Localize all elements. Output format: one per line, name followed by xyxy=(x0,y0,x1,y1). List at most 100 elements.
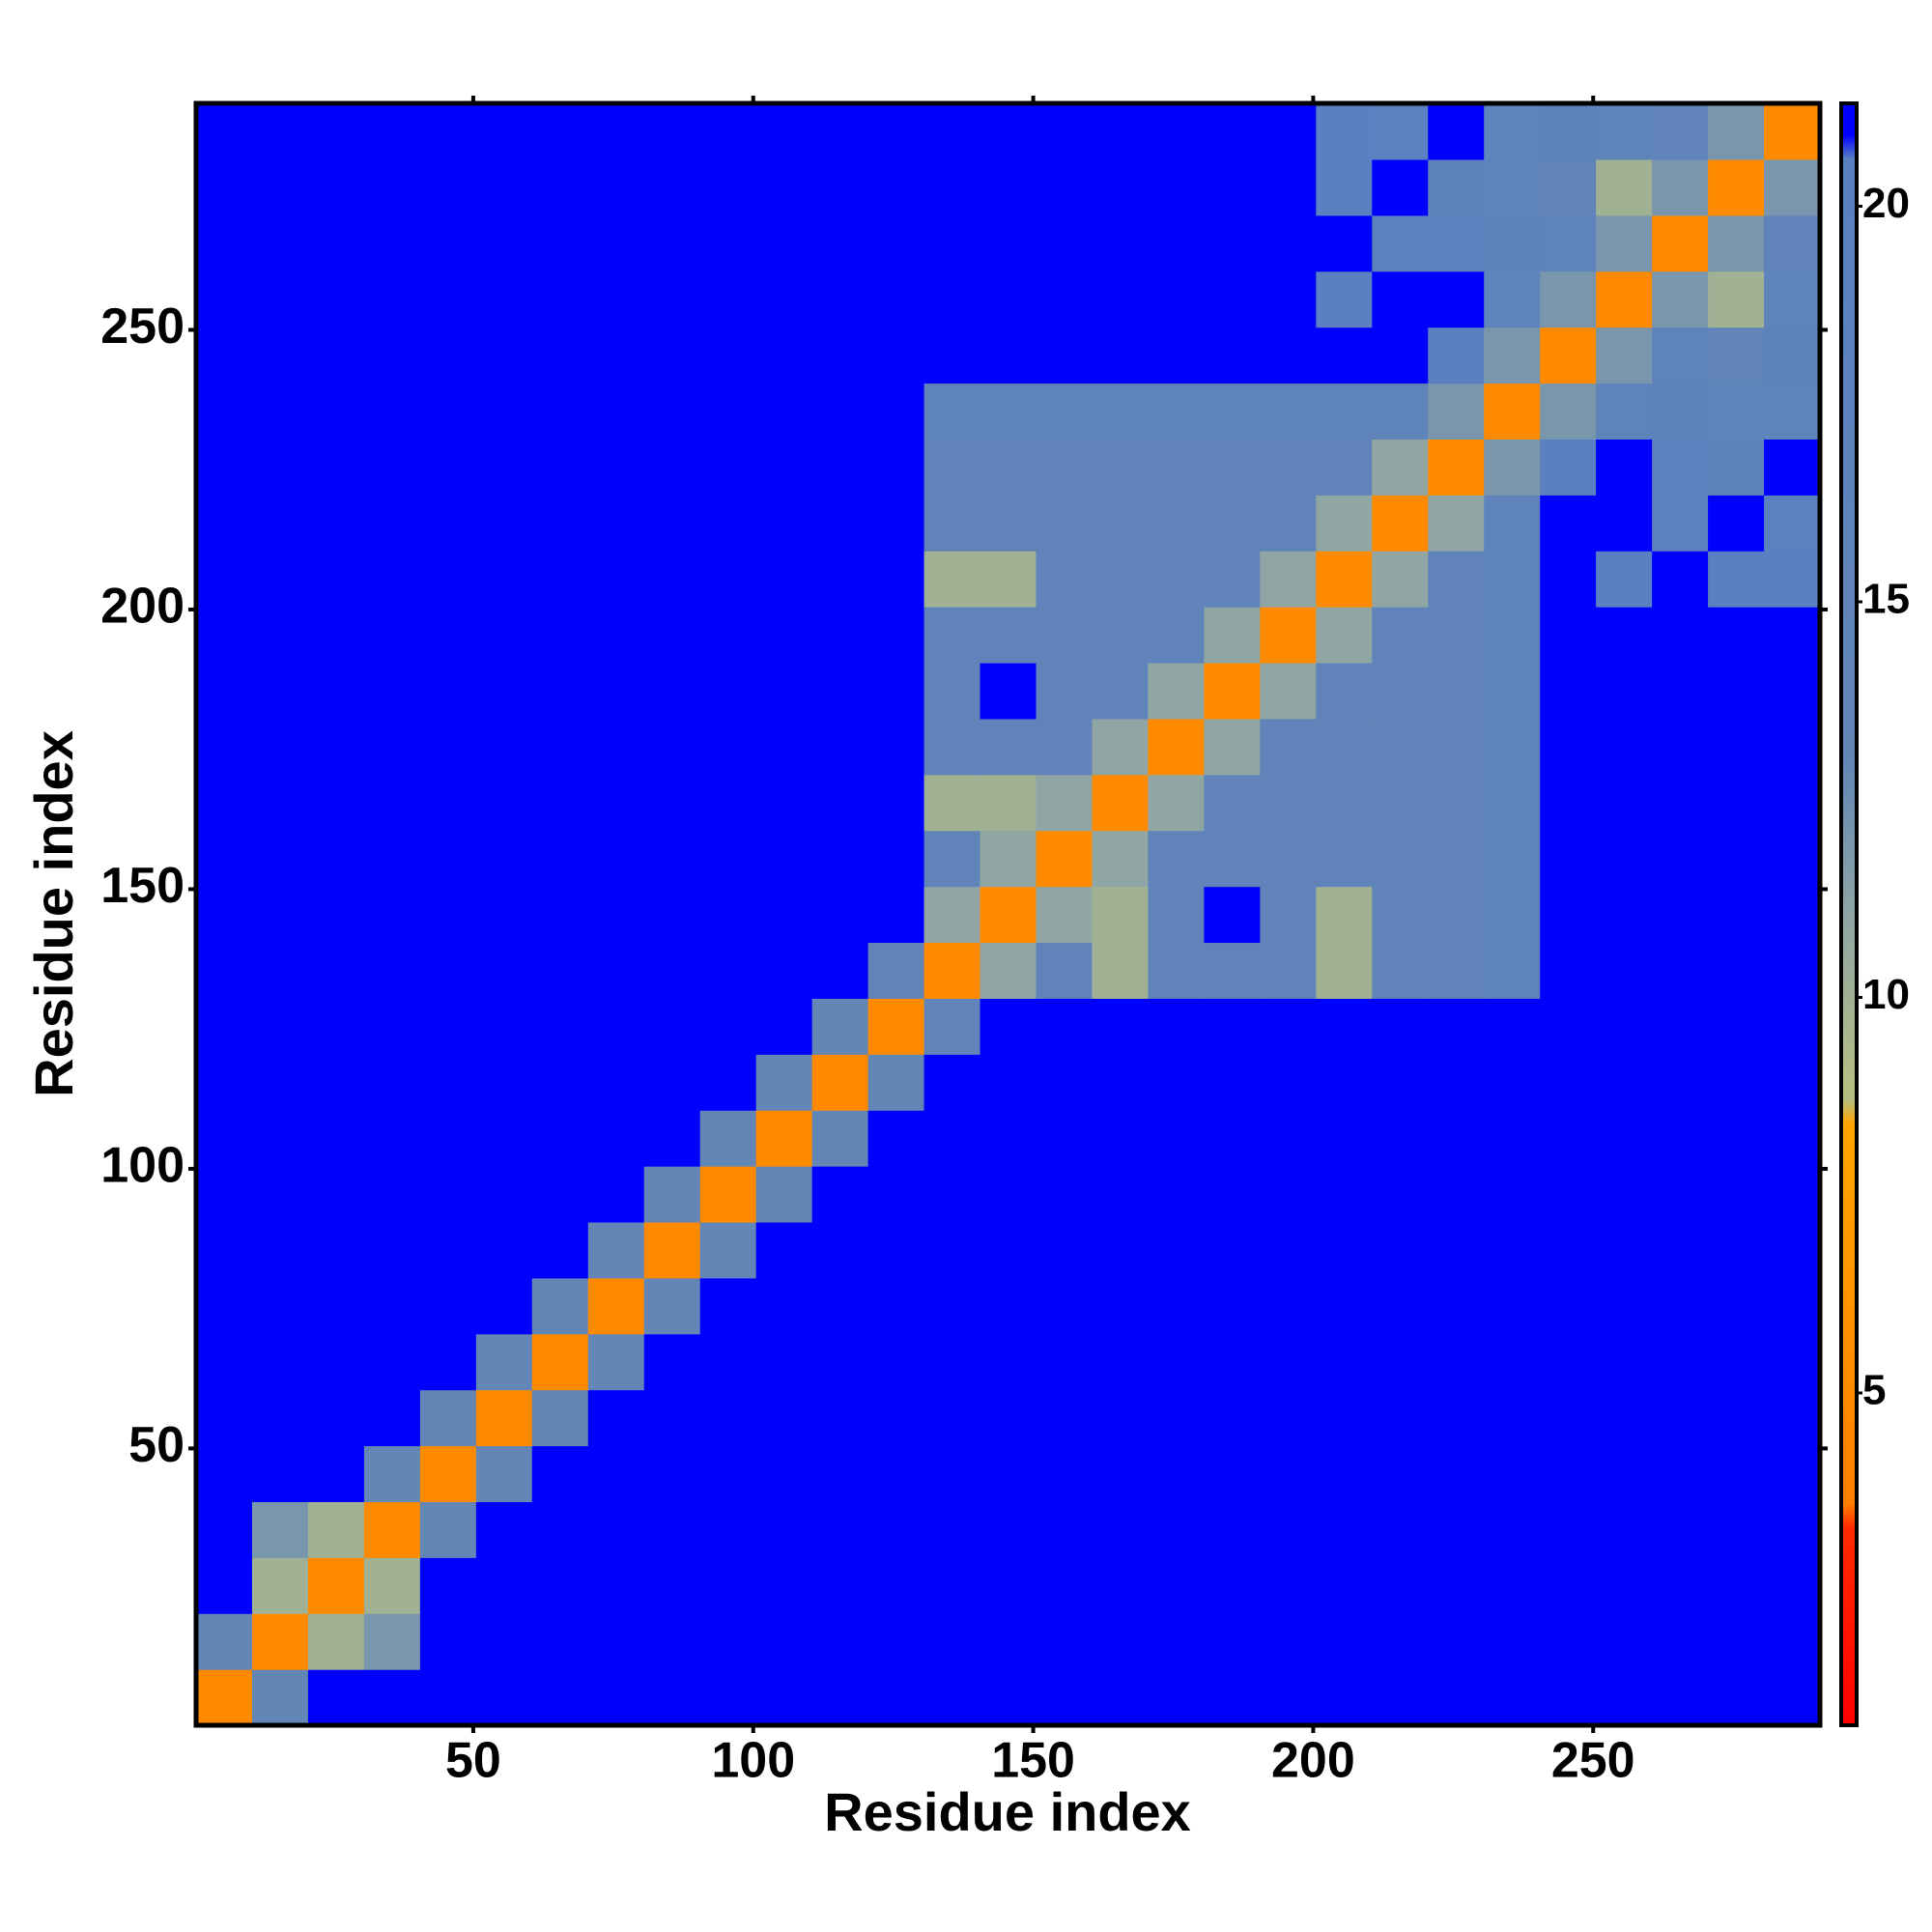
heatmap-cell xyxy=(1652,1613,1709,1670)
heatmap-cell xyxy=(196,662,253,720)
heatmap-cell xyxy=(475,1389,533,1447)
heatmap-cell xyxy=(1092,1613,1150,1670)
heatmap-cell xyxy=(923,1669,981,1726)
heatmap-cell xyxy=(1372,1110,1429,1167)
heatmap-cell xyxy=(1092,662,1150,720)
heatmap-cell xyxy=(307,1110,365,1167)
heatmap-cell xyxy=(1652,1110,1709,1167)
heatmap-cell xyxy=(1764,214,1821,272)
heatmap-cell xyxy=(1652,158,1709,216)
heatmap-cell xyxy=(363,718,421,776)
heatmap-cell xyxy=(363,1613,421,1670)
heatmap-cell xyxy=(1652,942,1709,999)
heatmap-cell xyxy=(1260,270,1317,328)
heatmap-cell xyxy=(531,886,589,944)
heatmap-cell xyxy=(1204,942,1261,999)
heatmap-cell xyxy=(419,1054,477,1111)
heatmap-cell xyxy=(1204,1221,1261,1279)
heatmap-cell xyxy=(755,1669,813,1726)
heatmap-cell xyxy=(1092,214,1150,272)
heatmap-cell xyxy=(1540,1669,1597,1726)
heatmap-cell xyxy=(1540,1110,1597,1167)
heatmap-cell xyxy=(196,551,253,608)
heatmap-cell xyxy=(811,1669,869,1726)
heatmap-cell xyxy=(587,158,645,216)
heatmap-cell xyxy=(531,383,589,440)
heatmap-cell xyxy=(251,103,309,160)
heatmap-cell xyxy=(923,830,981,888)
heatmap-cell xyxy=(1708,214,1765,272)
x-tick-label: 100 xyxy=(711,1733,795,1789)
heatmap-cell xyxy=(1092,1054,1150,1111)
heatmap-cell xyxy=(196,1110,253,1167)
heatmap-cell xyxy=(1260,1557,1317,1614)
heatmap-cell xyxy=(643,886,701,944)
heatmap-cell xyxy=(307,830,365,888)
heatmap-cell xyxy=(419,1110,477,1167)
heatmap-cell xyxy=(699,942,757,999)
heatmap-cell xyxy=(1764,383,1821,440)
heatmap-cell xyxy=(1148,830,1205,888)
x-tick-label: 250 xyxy=(1551,1733,1635,1789)
heatmap-cell xyxy=(1540,551,1597,608)
heatmap-cell xyxy=(531,439,589,496)
x-tick-label: 200 xyxy=(1271,1733,1355,1789)
heatmap-cell xyxy=(1260,1445,1317,1503)
heatmap-cell xyxy=(643,327,701,384)
heatmap-cell xyxy=(1764,1221,1821,1279)
heatmap-cell xyxy=(419,1333,477,1391)
heatmap-cell xyxy=(419,327,477,384)
heatmap-cell xyxy=(307,1445,365,1503)
heatmap-cell xyxy=(923,607,981,664)
heatmap-cell xyxy=(1428,214,1485,272)
heatmap-cell xyxy=(923,1613,981,1670)
heatmap-cell xyxy=(1540,1333,1597,1391)
heatmap-cell xyxy=(1652,1054,1709,1111)
heatmap-cell xyxy=(1148,1277,1205,1335)
heatmap-cell xyxy=(587,327,645,384)
heatmap-cell xyxy=(1764,495,1821,552)
heatmap-cell xyxy=(531,1613,589,1670)
heatmap-cell xyxy=(531,998,589,1055)
heatmap-cell xyxy=(1764,327,1821,384)
heatmap-cell xyxy=(1428,607,1485,664)
heatmap-cell xyxy=(1316,1389,1373,1447)
heatmap-cell xyxy=(1596,551,1653,608)
heatmap-cell xyxy=(923,214,981,272)
heatmap-cell xyxy=(643,383,701,440)
heatmap-cell xyxy=(699,327,757,384)
heatmap-cell xyxy=(196,1333,253,1391)
heatmap-cell xyxy=(643,1557,701,1614)
heatmap-cell xyxy=(587,1501,645,1558)
heatmap-cell xyxy=(1092,327,1150,384)
heatmap-cell xyxy=(587,495,645,552)
heatmap-cell xyxy=(531,830,589,888)
heatmap-cell xyxy=(363,774,421,832)
heatmap-cell xyxy=(755,270,813,328)
heatmap-cell xyxy=(755,1221,813,1279)
heatmap-cell xyxy=(475,998,533,1055)
heatmap-cell xyxy=(251,1613,309,1670)
heatmap-cell xyxy=(1316,383,1373,440)
heatmap-cell xyxy=(1484,1613,1541,1670)
heatmap-cell xyxy=(867,942,925,999)
heatmap-cell xyxy=(1708,551,1765,608)
heatmap-cell xyxy=(1204,662,1261,720)
heatmap-cell xyxy=(475,495,533,552)
heatmap-cell xyxy=(1764,998,1821,1055)
heatmap-cell xyxy=(1036,1613,1094,1670)
heatmap-cell xyxy=(531,1501,589,1558)
heatmap-cell xyxy=(980,830,1037,888)
heatmap-cell xyxy=(419,1166,477,1223)
heatmap-cell xyxy=(755,830,813,888)
heatmap-cell xyxy=(196,718,253,776)
heatmap-cell xyxy=(363,886,421,944)
heatmap-cell xyxy=(755,383,813,440)
heatmap-cell xyxy=(755,103,813,160)
heatmap-cell xyxy=(867,495,925,552)
heatmap-cell xyxy=(980,551,1037,608)
heatmap-cell xyxy=(1036,607,1094,664)
heatmap-cell xyxy=(1764,774,1821,832)
heatmap-cell xyxy=(1428,1389,1485,1447)
heatmap-cell xyxy=(251,270,309,328)
